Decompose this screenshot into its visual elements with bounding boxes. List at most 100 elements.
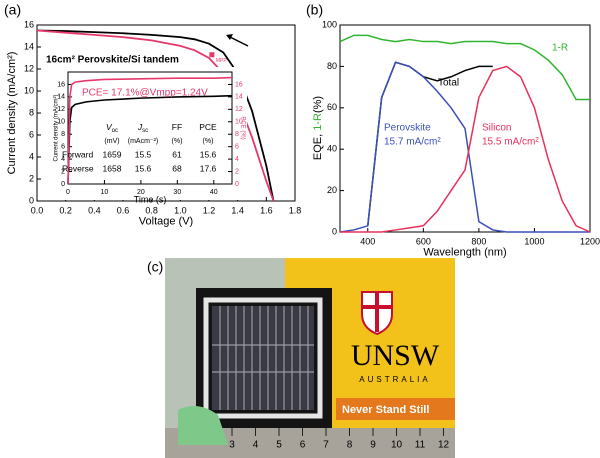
y-tick-label: 100 — [322, 19, 337, 29]
cell — [212, 306, 314, 410]
x-axis-label: Time (s) — [134, 194, 167, 204]
x-tick-label: 20 — [137, 189, 145, 196]
y-tick-label: 14 — [24, 41, 34, 51]
y-axis-label-part: (%) — [312, 96, 324, 113]
series-label: 1-R — [552, 43, 568, 54]
series-label: Perovskite — [384, 123, 431, 134]
y2-tick-label: 4 — [235, 156, 239, 163]
y2-tick-label: 0 — [235, 181, 239, 188]
ruler-number: 10 — [391, 440, 403, 451]
x-tick-label: 0 — [66, 189, 70, 196]
table-unit: (%) — [203, 138, 214, 145]
y-tick-label: 14 — [57, 94, 65, 101]
y-tick-label: 0 — [61, 181, 65, 188]
plot-frame — [67, 71, 233, 185]
series-annotation: 15.7 mA/cm² — [384, 137, 441, 148]
header-subscript: oc — [112, 128, 118, 134]
header-symbol: FF — [172, 122, 182, 132]
y-tick-label: 40 — [327, 144, 337, 154]
series-line — [339, 34, 590, 101]
y-tick-label: 10 — [24, 85, 34, 95]
panel-label: (a) — [4, 2, 21, 18]
ruler-number: 7 — [323, 440, 329, 451]
series-label: Silicon — [482, 123, 511, 134]
y-tick-label: 2 — [29, 173, 34, 183]
x-tick-label: 10 — [101, 189, 109, 196]
y-tick-label: 80 — [327, 61, 337, 71]
y-axis-label-part: EQE, — [312, 131, 324, 160]
crest-cross — [362, 305, 392, 309]
x-tick-label: 0.2 — [59, 205, 72, 215]
x-tick-label: 0.0 — [31, 205, 44, 215]
country: AUSTRALIA — [359, 375, 430, 384]
series-annotation: 15.5 mA/cm² — [482, 137, 539, 148]
table-unit: (mV) — [104, 138, 119, 145]
table-cell: Reverse — [62, 163, 94, 173]
y-tick-label: 20 — [327, 185, 337, 195]
crest-cross — [375, 292, 379, 332]
x-tick-label: 1200 — [580, 236, 600, 246]
y-tick-label: 12 — [57, 106, 65, 113]
y2-axis-label: PCE (%) — [239, 116, 245, 139]
header-subscript: sc — [142, 128, 148, 134]
y2-tick-label: 8 — [235, 131, 239, 138]
inset-background — [50, 67, 247, 200]
y-tick-label: 8 — [29, 107, 34, 117]
panel-label: (b) — [306, 2, 323, 18]
y2-tick-label: 10 — [235, 119, 243, 126]
table-unit: (mAcm⁻²) — [128, 138, 159, 145]
y-tick-label: 6 — [61, 144, 65, 151]
mpp-marker — [209, 52, 215, 58]
y2-tick-label: 12 — [235, 106, 243, 113]
y2-tick-label: 6 — [235, 144, 239, 151]
y-tick-label: 0 — [332, 226, 337, 236]
y-tick-label: 60 — [327, 102, 337, 112]
header-symbol: PCE — [199, 122, 217, 132]
table-cell: 61 — [172, 149, 182, 159]
slogan-bar — [336, 398, 455, 420]
table-header: Jsc — [137, 122, 148, 133]
series-line — [36, 29, 275, 202]
y-tick-label: 4 — [61, 156, 65, 163]
y2-tick-label: 14 — [235, 94, 243, 101]
series-label: Total — [438, 78, 459, 89]
ruler-numbers: 3 4 5 6 7 8 9 10 11 12 — [229, 428, 449, 451]
panel-label: (c) — [147, 259, 163, 275]
y-tick-label: 8 — [61, 131, 65, 138]
ruler-number: 6 — [300, 440, 306, 451]
y-tick-label: 10 — [57, 119, 65, 126]
series-line — [67, 76, 233, 185]
x-axis-label: Wavelength (nm) — [423, 247, 506, 259]
x-tick-label: 1.8 — [289, 205, 302, 215]
photo: UNSW AUSTRALIA Never Stand Still 3 4 5 6 7 8 9… — [165, 258, 455, 458]
table-cell: Forward — [62, 149, 93, 159]
y-tick-label: 0 — [29, 195, 34, 205]
ruler-number: 12 — [438, 440, 450, 451]
y-axis-label: Current density (mA/cm²) — [54, 94, 60, 161]
plot-frame — [339, 24, 591, 233]
y-tick-label: 6 — [29, 129, 34, 139]
x-tick-label: 40 — [210, 189, 218, 196]
sweep-arrow — [227, 35, 249, 47]
ruler-number: 3 — [229, 440, 235, 451]
table-header: FF — [172, 122, 182, 132]
x-tick-label: 1.0 — [174, 205, 187, 215]
cell-frame — [203, 297, 323, 419]
series-line — [340, 65, 591, 233]
slogan: Never Stand Still — [342, 404, 429, 416]
y-axis-label: Current density (mA/cm²) — [6, 52, 18, 175]
y-tick-label: 16 — [24, 19, 34, 29]
x-tick-label: 1000 — [524, 236, 544, 246]
x-tick-label: 0.8 — [145, 205, 158, 215]
arrow-head — [226, 34, 233, 40]
cell-fingers — [212, 306, 314, 410]
x-tick-label: 1.4 — [231, 205, 244, 215]
ruler-number: 11 — [415, 440, 426, 451]
x-tick-label: 800 — [471, 236, 486, 246]
table-cell: 15.6 — [200, 149, 217, 159]
x-tick-label: 0.6 — [117, 205, 130, 215]
x-tick-label: 600 — [416, 236, 431, 246]
table-header: PCE — [199, 122, 217, 132]
